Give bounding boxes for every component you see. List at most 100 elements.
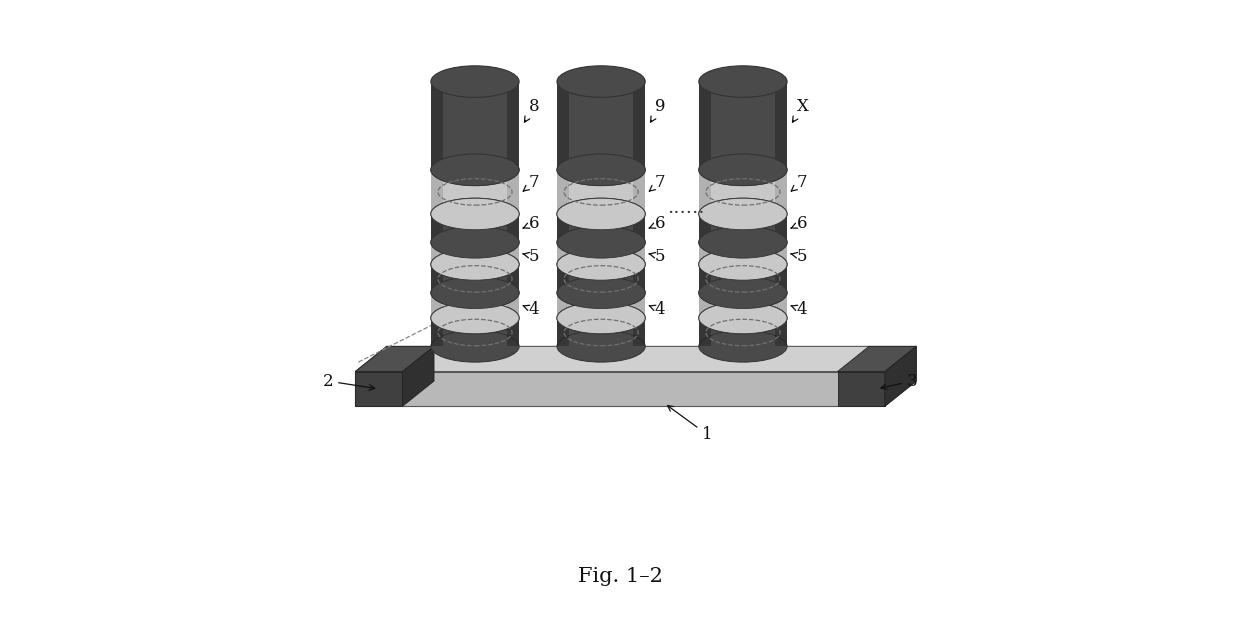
Polygon shape — [557, 81, 569, 170]
Text: 8: 8 — [525, 99, 539, 122]
Ellipse shape — [699, 198, 787, 230]
Ellipse shape — [557, 198, 645, 230]
Polygon shape — [557, 242, 645, 265]
Polygon shape — [699, 318, 712, 347]
Polygon shape — [699, 293, 787, 318]
Polygon shape — [699, 265, 787, 293]
Polygon shape — [699, 318, 787, 347]
Text: 3: 3 — [880, 373, 918, 389]
Polygon shape — [430, 293, 443, 318]
Polygon shape — [775, 214, 787, 242]
Text: 1: 1 — [667, 406, 713, 443]
Text: ......: ...... — [667, 198, 706, 217]
Polygon shape — [430, 318, 443, 347]
Polygon shape — [355, 371, 403, 406]
Ellipse shape — [557, 198, 645, 230]
Polygon shape — [430, 242, 443, 265]
Ellipse shape — [430, 226, 520, 258]
Polygon shape — [775, 81, 787, 170]
Polygon shape — [557, 318, 645, 347]
Polygon shape — [557, 214, 569, 242]
Ellipse shape — [557, 249, 645, 280]
Ellipse shape — [557, 154, 645, 186]
Ellipse shape — [430, 226, 520, 258]
Text: 7: 7 — [523, 174, 539, 191]
Ellipse shape — [430, 249, 520, 280]
Text: 7: 7 — [650, 174, 666, 191]
Polygon shape — [430, 265, 443, 293]
Polygon shape — [699, 242, 712, 265]
Ellipse shape — [699, 226, 787, 258]
Ellipse shape — [557, 226, 645, 258]
Polygon shape — [507, 265, 520, 293]
Ellipse shape — [699, 249, 787, 280]
Polygon shape — [557, 214, 645, 242]
Polygon shape — [699, 293, 712, 318]
Ellipse shape — [699, 302, 787, 334]
Text: 4: 4 — [649, 301, 666, 318]
Polygon shape — [775, 265, 787, 293]
Ellipse shape — [557, 331, 645, 362]
Polygon shape — [403, 347, 434, 406]
Ellipse shape — [557, 277, 645, 308]
Ellipse shape — [430, 277, 520, 308]
Polygon shape — [557, 170, 569, 214]
Polygon shape — [699, 214, 712, 242]
Polygon shape — [430, 214, 443, 242]
Polygon shape — [632, 293, 645, 318]
Ellipse shape — [557, 302, 645, 334]
Ellipse shape — [699, 331, 787, 362]
Text: Fig. 1–2: Fig. 1–2 — [578, 567, 662, 586]
Polygon shape — [430, 318, 520, 347]
Polygon shape — [430, 293, 520, 318]
Polygon shape — [430, 242, 520, 265]
Ellipse shape — [430, 331, 520, 362]
Text: 5: 5 — [523, 247, 539, 265]
Ellipse shape — [699, 249, 787, 280]
Polygon shape — [557, 293, 569, 318]
Text: 7: 7 — [791, 174, 807, 191]
Polygon shape — [507, 170, 520, 214]
Polygon shape — [355, 347, 916, 371]
Ellipse shape — [430, 249, 520, 280]
Ellipse shape — [699, 277, 787, 308]
Polygon shape — [557, 242, 569, 265]
Text: 6: 6 — [650, 215, 665, 232]
Ellipse shape — [430, 198, 520, 230]
Polygon shape — [557, 81, 645, 170]
Ellipse shape — [699, 198, 787, 230]
Polygon shape — [430, 170, 520, 214]
Text: 4: 4 — [791, 301, 807, 318]
Ellipse shape — [699, 66, 787, 97]
Ellipse shape — [699, 226, 787, 258]
Polygon shape — [699, 242, 787, 265]
Polygon shape — [355, 347, 434, 371]
Text: 6: 6 — [523, 215, 539, 232]
Ellipse shape — [430, 302, 520, 334]
Polygon shape — [632, 214, 645, 242]
Polygon shape — [837, 371, 885, 406]
Polygon shape — [885, 347, 916, 406]
Polygon shape — [430, 214, 520, 242]
Text: 4: 4 — [523, 301, 539, 318]
Ellipse shape — [699, 277, 787, 308]
Ellipse shape — [557, 302, 645, 334]
Ellipse shape — [430, 302, 520, 334]
Polygon shape — [557, 265, 569, 293]
Polygon shape — [557, 170, 645, 214]
Polygon shape — [507, 214, 520, 242]
Polygon shape — [507, 242, 520, 265]
Polygon shape — [430, 170, 443, 214]
Text: 5: 5 — [791, 247, 807, 265]
Polygon shape — [699, 81, 712, 170]
Polygon shape — [775, 242, 787, 265]
Ellipse shape — [699, 154, 787, 186]
Ellipse shape — [699, 154, 787, 186]
Polygon shape — [699, 170, 787, 214]
Polygon shape — [507, 293, 520, 318]
Ellipse shape — [557, 154, 645, 186]
Ellipse shape — [557, 226, 645, 258]
Polygon shape — [885, 347, 916, 406]
Polygon shape — [430, 265, 520, 293]
Polygon shape — [837, 347, 916, 371]
